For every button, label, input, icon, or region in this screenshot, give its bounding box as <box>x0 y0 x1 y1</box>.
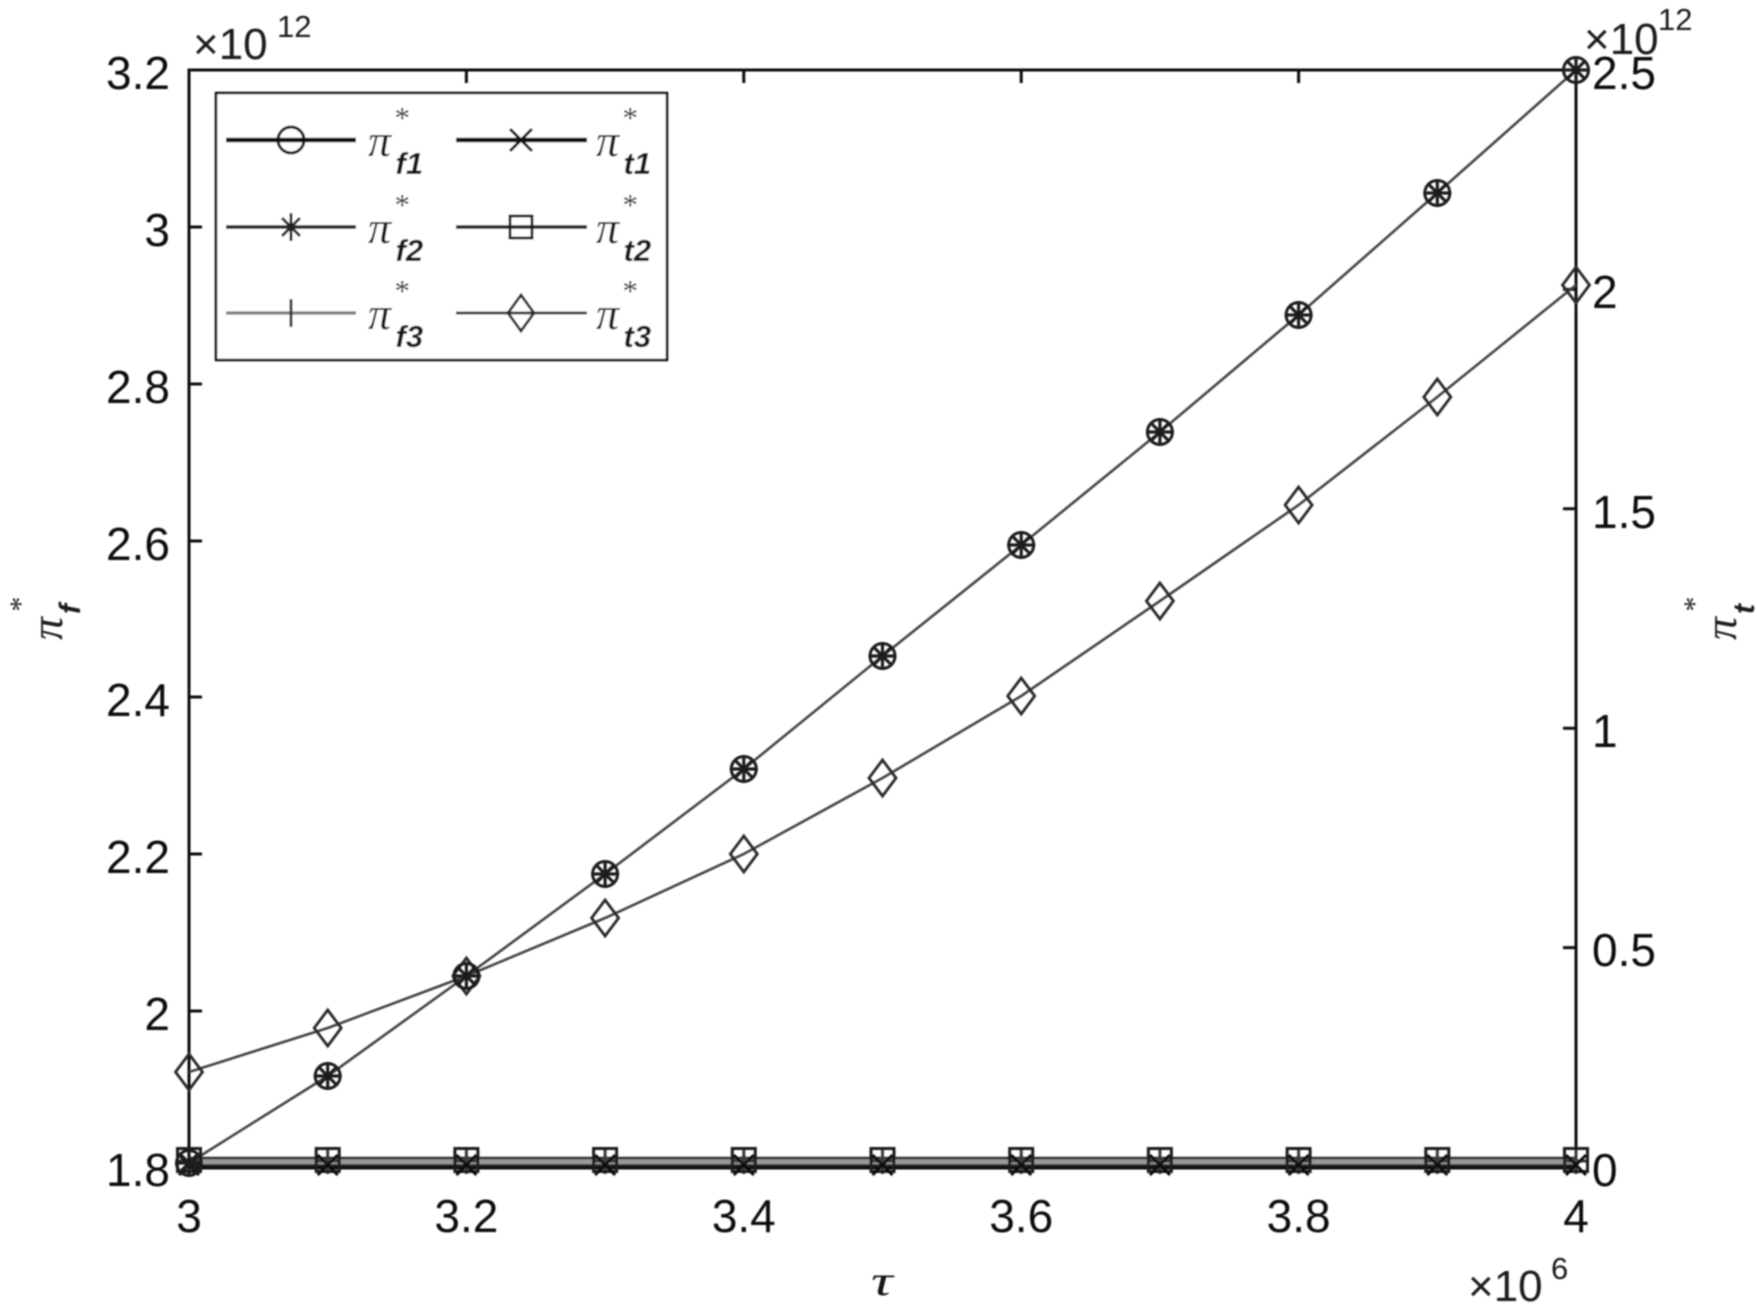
svg-text:3: 3 <box>176 1190 202 1242</box>
svg-text:2.4: 2.4 <box>106 674 170 726</box>
svg-text:12: 12 <box>1658 2 1692 37</box>
svg-text:×10: ×10 <box>1468 1262 1543 1304</box>
svg-text:×10: ×10 <box>1584 15 1659 64</box>
svg-text:3.4: 3.4 <box>712 1190 776 1242</box>
svg-text:4: 4 <box>1563 1190 1589 1242</box>
svg-text:3.8: 3.8 <box>1267 1190 1331 1242</box>
svg-text:2.5: 2.5 <box>1592 47 1656 99</box>
svg-text:×10: ×10 <box>193 20 268 69</box>
svg-text:3.6: 3.6 <box>989 1190 1053 1242</box>
svg-text:0.5: 0.5 <box>1592 924 1656 976</box>
svg-text:0: 0 <box>1592 1144 1618 1196</box>
svg-text:6: 6 <box>1551 1251 1568 1286</box>
svg-text:2: 2 <box>144 988 170 1040</box>
svg-text:2: 2 <box>1592 266 1618 318</box>
svg-text:3: 3 <box>144 204 170 256</box>
svg-text:1: 1 <box>1592 705 1618 757</box>
svg-text:2.2: 2.2 <box>106 831 170 883</box>
svg-text:3.2: 3.2 <box>434 1190 498 1242</box>
svg-text:12: 12 <box>277 9 311 44</box>
svg-text:1.8: 1.8 <box>106 1144 170 1196</box>
svg-text:3.2: 3.2 <box>106 47 170 99</box>
svg-text:2.6: 2.6 <box>106 518 170 570</box>
svg-text:1.5: 1.5 <box>1592 486 1656 538</box>
svg-text:2.8: 2.8 <box>106 361 170 413</box>
svg-text:τ: τ <box>871 1258 895 1304</box>
